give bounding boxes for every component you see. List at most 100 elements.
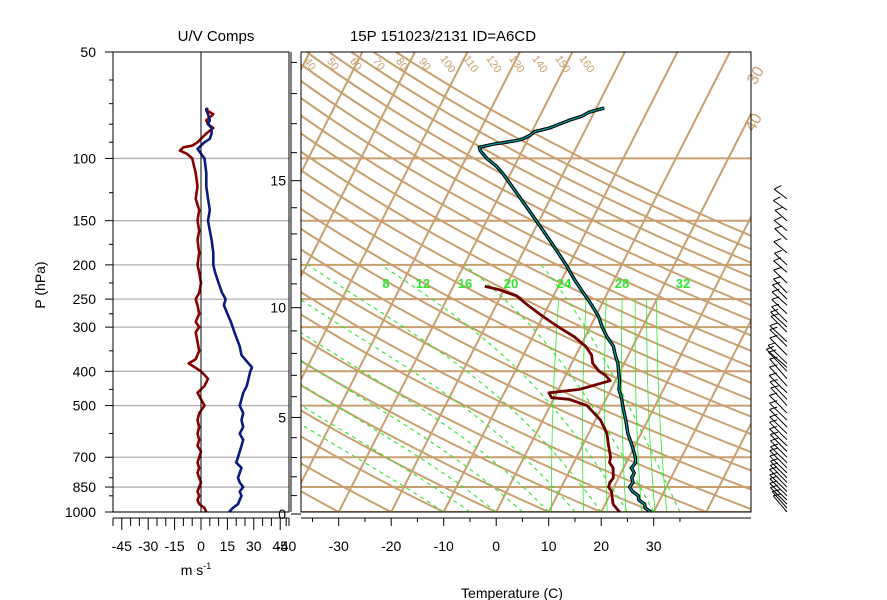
skewt-dry-adiabat xyxy=(301,336,655,512)
wind-barb-shaft xyxy=(769,402,788,421)
wind-barb-shaft xyxy=(772,495,788,513)
skewt-moist-adiabat xyxy=(464,264,655,512)
skewt-isotherm xyxy=(301,52,469,382)
isotherm-label: 30 xyxy=(744,64,768,88)
skewt-mixing-ratio-line xyxy=(646,299,656,512)
wind-barb-flag xyxy=(773,238,782,243)
wind-barb-flag xyxy=(773,276,782,280)
dry-adiabat-label: 110 xyxy=(461,54,481,75)
skewt-x-tick-label: 0 xyxy=(492,538,500,554)
dry-adiabat-label: 70 xyxy=(370,56,387,73)
wind-barb-shaft xyxy=(770,446,788,463)
wind-barb-shaft xyxy=(769,381,788,400)
wind-barb-flag xyxy=(774,206,783,211)
skewt-moist-adiabat xyxy=(301,299,576,512)
uv-y-axis-label: P (hPa) xyxy=(32,261,48,308)
skewt-moist-adiabat xyxy=(307,264,602,512)
wind-barb-flag xyxy=(770,313,779,317)
wind-barb-shaft xyxy=(769,434,788,452)
skewt-isotherm xyxy=(495,52,731,512)
wind-barb-shaft xyxy=(769,358,788,380)
skewt-dry-adiabat xyxy=(301,384,550,512)
skewt-isotherm xyxy=(0,52,100,512)
mixing-ratio-label: 28 xyxy=(615,276,629,291)
uv-x-tick-label: 15 xyxy=(220,538,236,554)
skewt-mixing-ratio-lines xyxy=(551,299,668,512)
wind-barb-shaft xyxy=(771,306,788,323)
skewt-dry-adiabat xyxy=(301,313,707,512)
isotherm-label: 40 xyxy=(742,111,766,135)
skewt-mixing-ratio-line xyxy=(551,299,559,512)
skewt-x-tick-label: -40 xyxy=(276,538,296,554)
wind-barb-shaft xyxy=(769,325,788,343)
wind-barb-flag xyxy=(769,322,778,327)
uv-pressure-tick-label: 100 xyxy=(73,150,97,166)
wind-barb-shaft xyxy=(769,464,788,483)
skewt-isotherm xyxy=(652,318,751,512)
skewt-x-axis-label: Temperature (C) xyxy=(461,585,563,600)
wind-barb-shaft xyxy=(768,351,788,372)
wind-barb-shaft xyxy=(773,269,788,284)
skewt-moist-adiabat xyxy=(540,264,681,512)
wind-barb-shaft xyxy=(773,220,788,231)
skewt-moist-adiabat xyxy=(301,359,523,512)
wind-barb-shaft xyxy=(770,440,788,458)
wind-barb-shaft xyxy=(769,478,788,497)
skewt-dewpoint-line xyxy=(484,284,621,512)
skewt-dry-adiabat xyxy=(301,248,751,472)
uv-x-ticks xyxy=(112,517,290,530)
uv-x-tick-label: 30 xyxy=(246,538,262,554)
wind-barb-flag xyxy=(769,413,778,418)
skewt-moist-adiabat xyxy=(301,404,471,512)
dry-adiabat-label: 60 xyxy=(347,56,364,73)
skewt-dry-adiabat xyxy=(301,150,751,384)
skewt-isotherm xyxy=(301,52,364,176)
skewt-dry-adiabat xyxy=(301,435,445,512)
uv-plot-frame xyxy=(112,51,290,513)
skewt-dry-adiabat xyxy=(301,207,751,436)
wind-barb-flag xyxy=(769,326,778,331)
wind-barb-shaft xyxy=(770,387,788,406)
mixing-ratio-label: 24 xyxy=(557,276,572,291)
skewt-x-tick-label: -30 xyxy=(329,538,349,554)
wind-barb-flag xyxy=(770,308,779,313)
skewt-dry-adiabat xyxy=(301,227,751,454)
uv-x-tick-label: 0 xyxy=(197,538,205,554)
skewt-dry-adiabat xyxy=(301,291,751,511)
wind-barb-shaft xyxy=(769,409,788,428)
uv-series xyxy=(178,107,254,512)
skewt-moist-adiabats xyxy=(301,264,681,512)
dry-adiabat-label: 90 xyxy=(416,56,433,73)
uv-x-tick-label: -30 xyxy=(138,538,158,554)
wind-barb-shaft xyxy=(765,349,788,368)
skewt-moist-adiabat xyxy=(301,423,445,512)
skewt-mixing-ratio-line xyxy=(656,299,668,512)
mixing-ratio-label: 8 xyxy=(382,276,389,291)
skewt-moist-adiabat xyxy=(301,332,550,512)
uv-pressure-tick-label: 850 xyxy=(73,479,97,495)
skewt-dry-adiabat xyxy=(301,188,751,418)
wind-barb-shaft xyxy=(772,284,788,300)
dry-adiabat-label: 40 xyxy=(301,56,318,73)
skewt-dry-adiabat xyxy=(301,79,751,322)
skewt-x-tick-label: -10 xyxy=(434,538,454,554)
skewt-dry-adiabat xyxy=(301,63,751,307)
wind-barb-flag xyxy=(771,288,780,293)
uv-pressure-tick-label: 500 xyxy=(73,398,97,414)
uv-x-tick-label: 45 xyxy=(272,538,288,554)
wind-barb-shaft xyxy=(773,188,788,200)
wind-barb-shaft xyxy=(767,344,788,364)
wind-barb-shaft xyxy=(773,260,788,273)
skewt-mixing-ratio-line xyxy=(634,299,642,512)
wind-barb-shaft xyxy=(769,450,788,469)
skewt-dry-adiabat xyxy=(301,269,751,491)
dry-adiabat-label: 100 xyxy=(437,53,457,75)
skewt-dry-adiabat xyxy=(328,52,751,278)
skewt-x-tick-label: 20 xyxy=(593,538,609,554)
wind-barb-shaft xyxy=(774,252,788,266)
skewt-mixing-ratio-line xyxy=(604,299,608,512)
wind-barb-shaft xyxy=(769,474,788,492)
wind-barb-shaft xyxy=(769,421,788,441)
